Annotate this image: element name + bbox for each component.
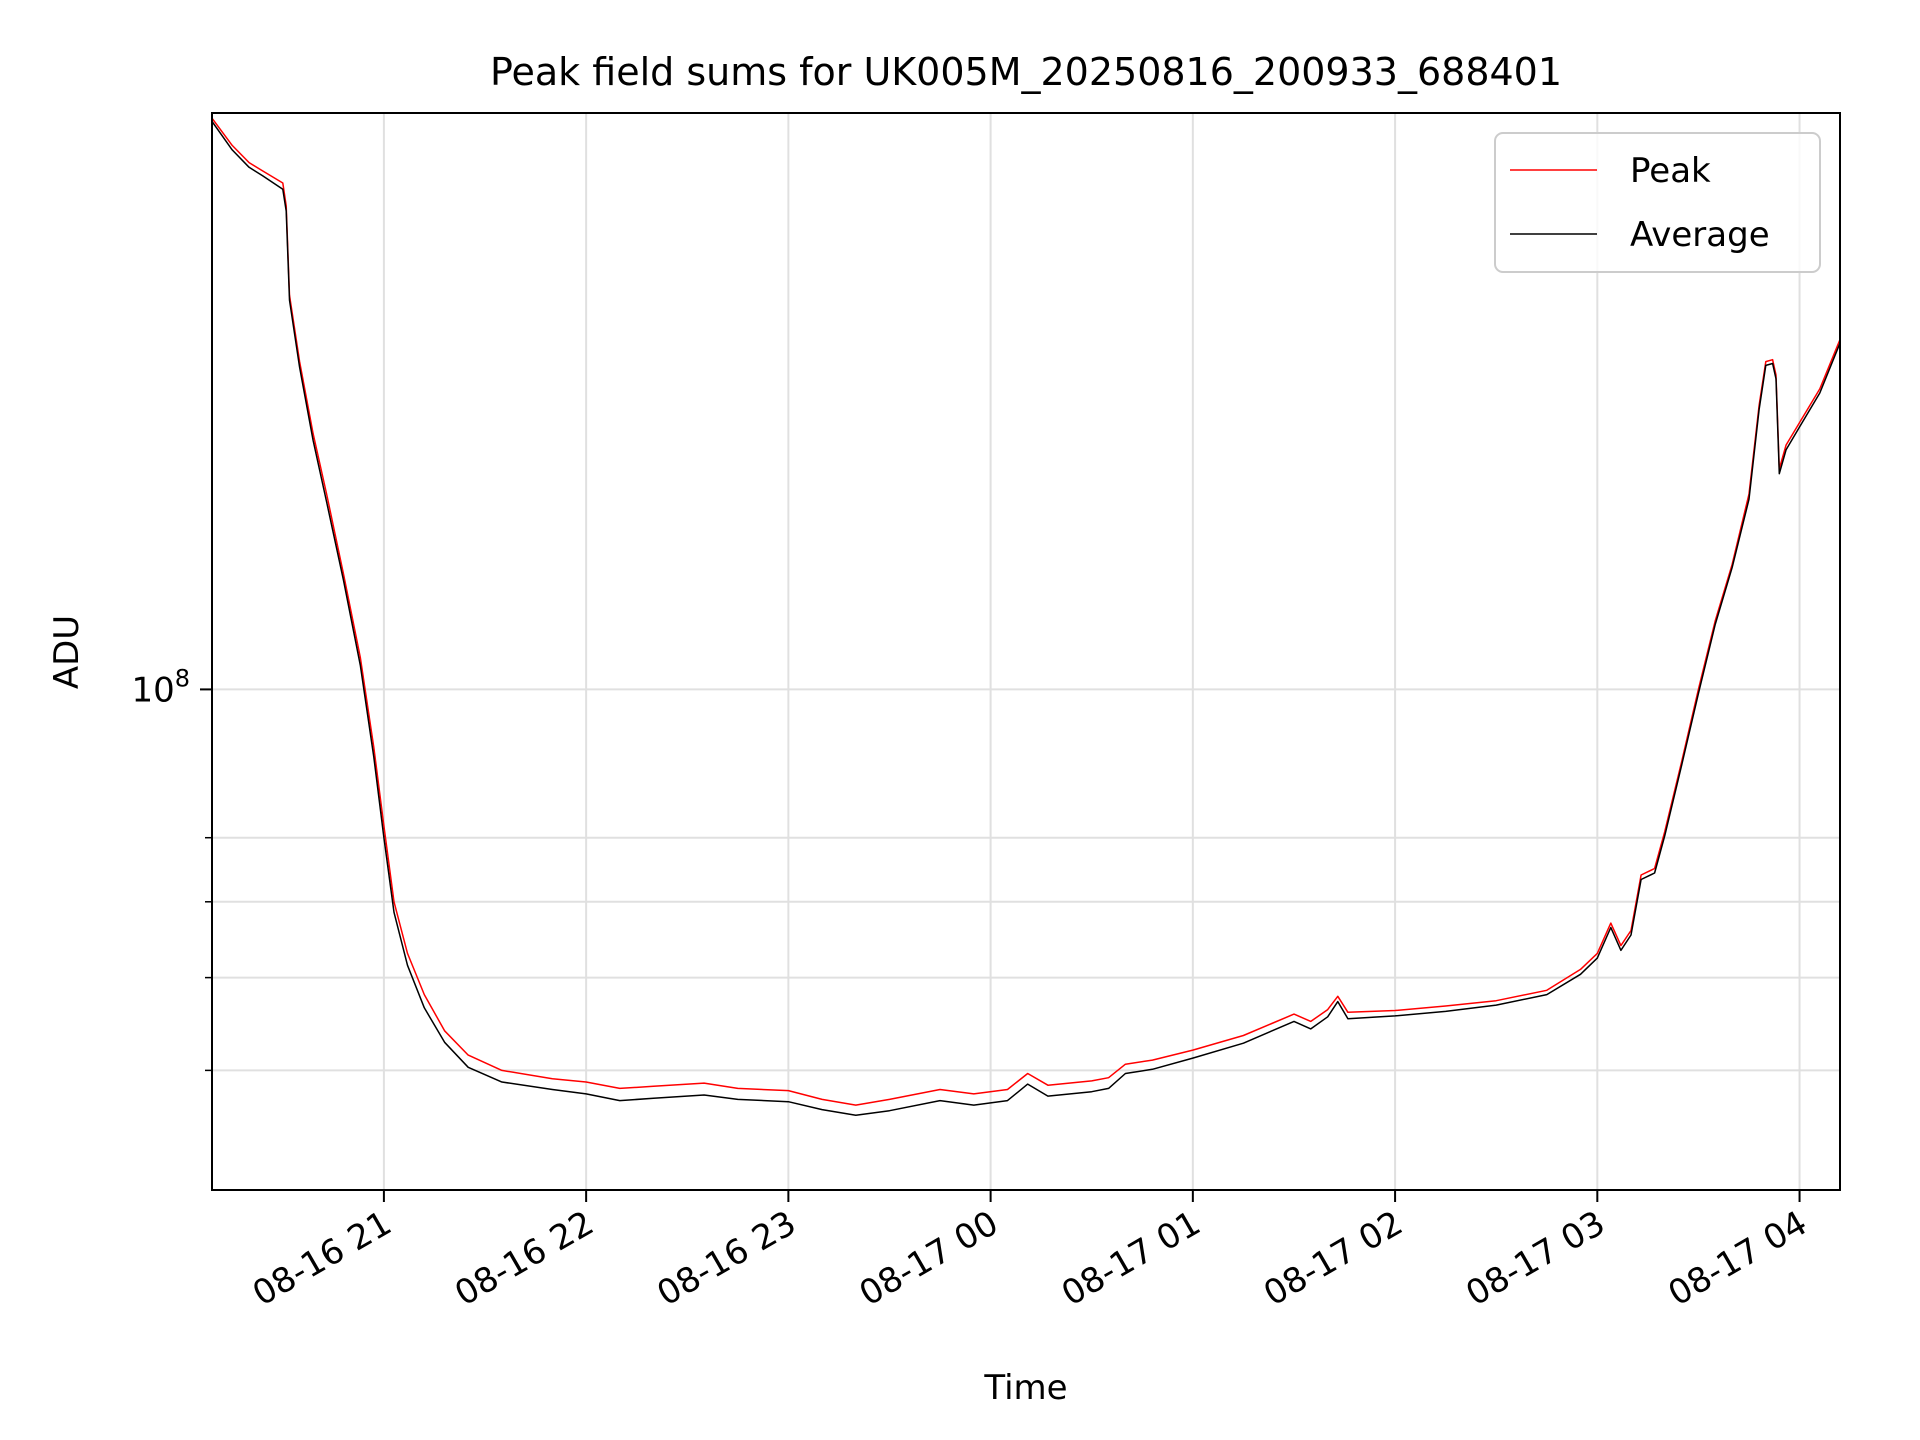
legend: Peak Average <box>1494 132 1821 273</box>
plot-frame <box>211 112 1841 1191</box>
x-axis-label: Time <box>983 1368 1067 1408</box>
y-tick-label: 108 <box>131 664 190 710</box>
legend-peak-label: Peak <box>1630 151 1711 191</box>
series-layer <box>211 117 1841 1117</box>
y-axis-label: ADU <box>47 615 87 689</box>
legend-box <box>1494 132 1821 273</box>
series-line-average <box>211 120 1841 1117</box>
legend-average-label: Average <box>1630 215 1770 255</box>
chart-title: Peak field sums for UK005M_20250816_2009… <box>490 50 1562 94</box>
series-line-peak <box>211 117 1841 1106</box>
